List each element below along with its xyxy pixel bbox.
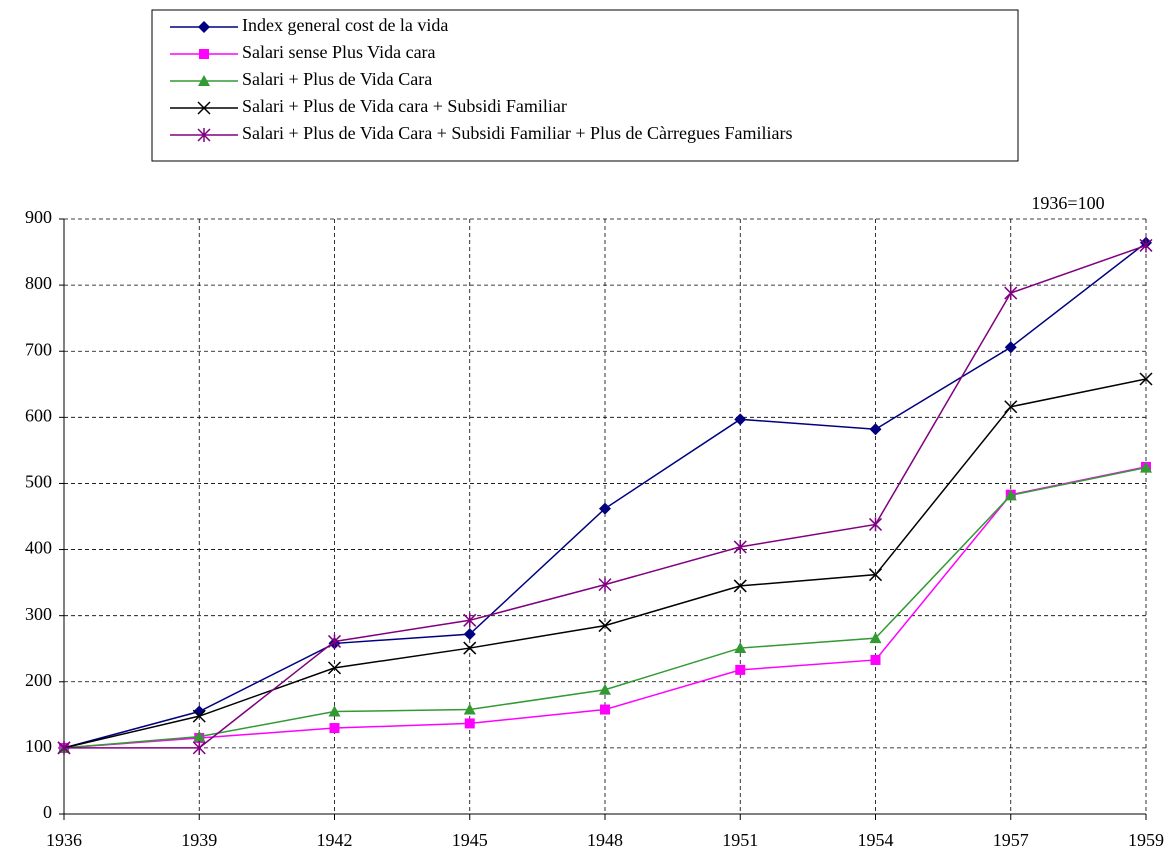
marker (599, 502, 611, 515)
marker (1004, 400, 1018, 414)
legend-label: Salari sense Plus Vida cara (242, 42, 436, 62)
x-tick-label: 1936 (46, 830, 82, 850)
marker (870, 654, 881, 665)
marker (329, 723, 340, 734)
marker (57, 740, 71, 755)
marker (868, 568, 883, 582)
marker (192, 740, 206, 755)
marker (1004, 341, 1017, 354)
marker (197, 128, 211, 142)
marker (327, 634, 342, 649)
marker (197, 101, 211, 115)
marker (733, 539, 747, 554)
marker (869, 423, 882, 436)
marker (463, 628, 476, 641)
y-tick-label: 600 (25, 405, 52, 425)
marker (735, 664, 746, 675)
x-tick-label: 1959 (1128, 830, 1164, 850)
marker (1139, 372, 1153, 386)
y-tick-label: 100 (25, 736, 52, 756)
marker (598, 619, 612, 633)
marker (599, 683, 611, 695)
legend-label: Salari + Plus de Vida cara + Subsidi Fam… (242, 96, 567, 116)
marker (869, 632, 882, 644)
marker (600, 704, 610, 715)
x-tick-label: 1957 (993, 830, 1029, 850)
marker (734, 642, 747, 654)
marker (198, 75, 210, 86)
marker (193, 730, 206, 742)
marker (1004, 489, 1017, 501)
marker (463, 613, 477, 628)
marker (328, 705, 341, 717)
marker (1140, 461, 1152, 473)
marker (464, 718, 475, 729)
marker (463, 641, 477, 655)
marker (868, 517, 883, 532)
marker (1139, 238, 1153, 253)
marker (199, 49, 209, 59)
legend-label: Index general cost de la vida (242, 15, 448, 35)
y-tick-label: 800 (25, 273, 52, 293)
y-tick-label: 0 (43, 802, 52, 822)
x-tick-label: 1954 (858, 830, 894, 850)
annotation: 1936=100 (1031, 193, 1104, 213)
marker (733, 579, 747, 593)
x-tick-label: 1948 (587, 830, 623, 850)
y-tick-label: 500 (25, 472, 52, 492)
y-tick-label: 200 (25, 670, 52, 690)
marker (327, 661, 342, 675)
x-tick-label: 1942 (317, 830, 353, 850)
x-tick-label: 1945 (452, 830, 488, 850)
x-tick-label: 1951 (722, 830, 758, 850)
legend-box (151, 9, 1019, 162)
marker (598, 577, 612, 592)
marker (1004, 286, 1018, 301)
x-tick-label: 1939 (181, 830, 217, 850)
y-tick-label: 300 (25, 604, 52, 624)
marker (463, 703, 476, 715)
y-tick-label: 400 (25, 538, 52, 558)
y-tick-label: 900 (25, 207, 52, 227)
y-tick-label: 700 (25, 339, 52, 359)
legend-label: Salari + Plus de Vida Cara + Subsidi Fam… (242, 123, 792, 143)
marker (734, 413, 747, 426)
marker (192, 709, 206, 723)
marker (198, 21, 210, 33)
legend-label: Salari + Plus de Vida Cara (242, 69, 432, 89)
